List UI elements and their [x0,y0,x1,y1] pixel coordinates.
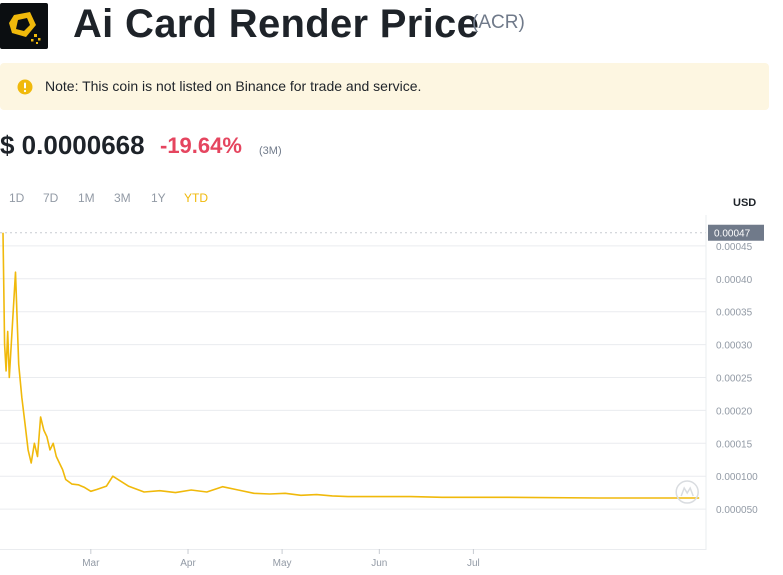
notice-text: Note: This coin is not listed on Binance… [45,78,422,94]
y-tick-label: 0.00020 [716,406,753,417]
y-tick-label: 0.00025 [716,374,753,385]
price-change: -19.64% [160,133,242,158]
coin-logo [0,3,48,49]
x-tick-label: Jul [467,558,480,569]
range-1y[interactable]: 1Y [151,191,166,205]
range-7d[interactable]: 7D [43,191,59,205]
current-value-label: 0.00047 [714,229,751,240]
y-tick-label: 0.00040 [716,275,753,286]
x-tick-label: Apr [180,558,196,569]
range-ytd[interactable]: YTD [184,191,208,205]
y-tick-label: 0.00045 [716,242,753,253]
range-1m[interactable]: 1M [78,191,95,205]
y-tick-label: 0.00030 [716,341,753,352]
y-tick-label: 0.00015 [716,439,753,450]
warning-icon [17,79,33,95]
range-3m[interactable]: 3M [114,191,131,205]
page-title: Ai Card Render Price [73,2,480,46]
x-tick-label: May [273,558,292,569]
x-tick-label: Mar [82,558,100,569]
price-line [2,232,700,499]
y-tick-label: 0.00035 [716,308,753,319]
range-1d[interactable]: 1D [9,191,25,205]
coin-symbol: (ACR) [472,12,525,33]
watermark-glyph [680,486,694,497]
watermark-icon [675,480,699,504]
notice-banner: Note: This coin is not listed on Binance… [0,63,769,110]
change-period: (3M) [259,145,282,157]
currency-label: USD [733,197,757,209]
y-tick-label: 0.000100 [716,472,758,483]
y-tick-label: 0.000050 [716,505,758,516]
x-tick-label: Jun [371,558,387,569]
current-price: $ 0.0000668 [0,130,145,160]
current-value-tag [708,224,764,241]
